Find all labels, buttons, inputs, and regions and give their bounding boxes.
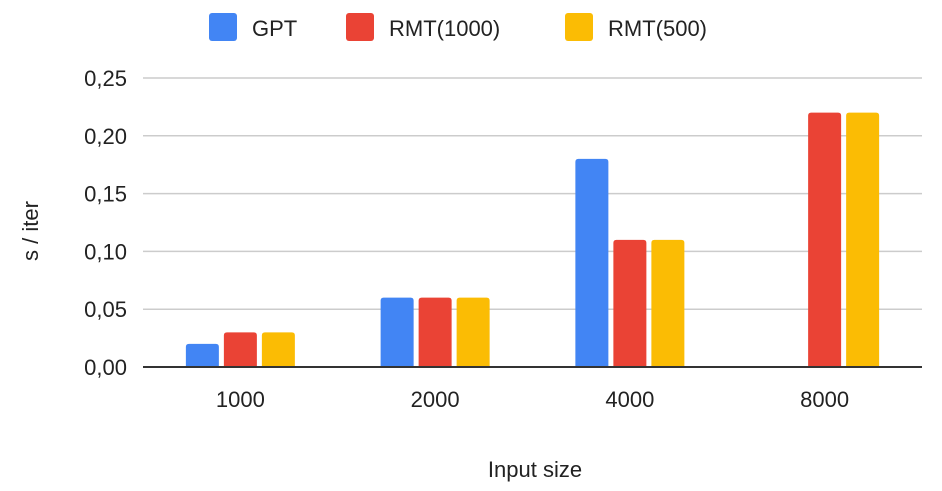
- bar: [613, 239, 647, 367]
- bar: [808, 112, 842, 368]
- bar: [418, 297, 452, 367]
- bar: [846, 112, 880, 368]
- gridlines: [143, 77, 922, 310]
- x-tick-label: 4000: [605, 387, 654, 412]
- y-tick-label: 0,25: [84, 66, 127, 91]
- bar: [223, 332, 257, 367]
- legend: GPT RMT(1000) RMT(500): [209, 13, 707, 41]
- y-axis-ticks: 0,00 0,05 0,10 0,15 0,20 0,25: [84, 66, 127, 380]
- y-axis-title: s / iter: [18, 201, 43, 261]
- legend-swatch: [209, 13, 237, 41]
- y-tick-label: 0,05: [84, 297, 127, 322]
- x-axis-title: Input size: [488, 457, 582, 482]
- bar: [456, 297, 490, 367]
- y-tick-label: 0,10: [84, 239, 127, 264]
- bars: [185, 112, 880, 368]
- y-tick-label: 0,00: [84, 355, 127, 380]
- legend-label: GPT: [252, 16, 297, 41]
- legend-label: RMT(1000): [389, 16, 500, 41]
- y-tick-label: 0,20: [84, 124, 127, 149]
- y-tick-label: 0,15: [84, 182, 127, 207]
- bar: [261, 332, 295, 367]
- bar: [575, 158, 609, 367]
- bar: [185, 343, 219, 367]
- bar: [380, 297, 414, 367]
- x-tick-label: 2000: [411, 387, 460, 412]
- legend-label: RMT(500): [608, 16, 707, 41]
- x-axis-ticks: 1000 2000 4000 8000: [216, 387, 849, 412]
- legend-swatch: [346, 13, 374, 41]
- legend-swatch: [565, 13, 593, 41]
- bar: [651, 239, 685, 367]
- x-tick-label: 8000: [800, 387, 849, 412]
- x-tick-label: 1000: [216, 387, 265, 412]
